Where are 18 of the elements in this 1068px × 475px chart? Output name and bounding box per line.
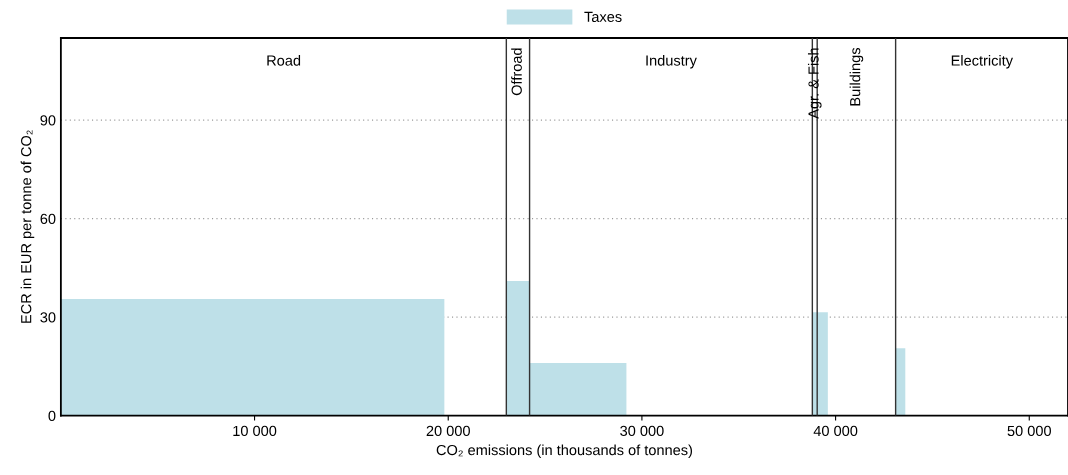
y-tick-label: 60	[40, 213, 56, 225]
x-tick-label: 30 000	[620, 425, 664, 437]
x-tick-label: 40 000	[813, 425, 858, 437]
legend-label: Taxes	[584, 11, 622, 22]
y-axis-title: ECR in EUR per tonne of CO₂	[20, 130, 35, 323]
annotation: Industry	[646, 54, 697, 69]
x-tick-label: 20 000	[426, 425, 470, 437]
x-tick-label: 10 000	[233, 425, 277, 437]
annotation: Offroad	[511, 48, 522, 96]
annotation: Agr. & Fish	[807, 48, 822, 119]
x-axis-title: CO₂ emissions (in thousands of tonnes)	[436, 444, 693, 459]
x-tick-label: 50 000	[1007, 425, 1051, 437]
annotation: Road	[267, 54, 301, 66]
y-tick-label: 30	[40, 312, 56, 323]
annotation: Buildings	[849, 47, 864, 106]
annotation: Electricity	[951, 54, 1013, 69]
y-tick-label: 90	[40, 115, 56, 126]
y-tick-label: 0	[48, 410, 56, 422]
